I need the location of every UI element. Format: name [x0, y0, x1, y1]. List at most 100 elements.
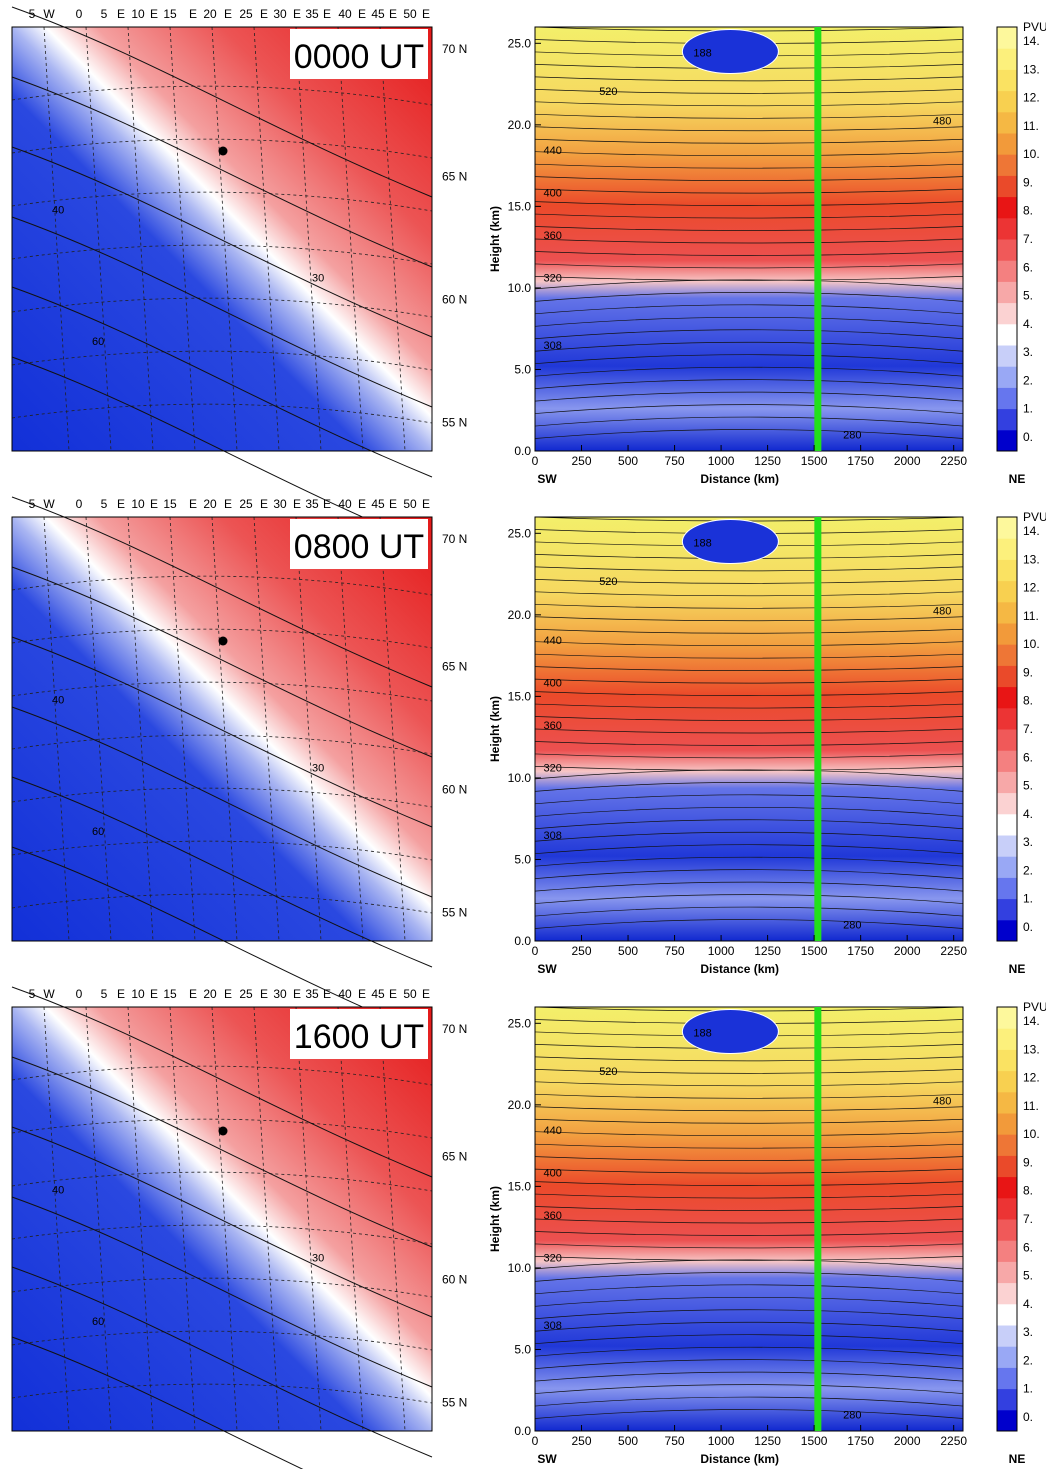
map-contour-label: 30 — [312, 272, 324, 284]
colorbar-swatch — [997, 302, 1017, 325]
longitude-gridline — [169, 516, 196, 942]
isentrope — [534, 691, 964, 696]
colorbar-frame — [996, 516, 1018, 942]
colorbar-swatch — [997, 835, 1017, 857]
longitude-label: 25 — [239, 987, 253, 1001]
colorbar-swatch — [997, 856, 1017, 878]
wind-speed-contour — [11, 1056, 433, 1248]
isentrope — [534, 404, 964, 414]
x-tick-label: 1250 — [754, 944, 781, 958]
theta-contour-label: 480 — [933, 1096, 951, 1108]
longitude-label: E — [117, 987, 125, 1001]
longitude-label: E — [150, 497, 158, 511]
longitude-label: 35 — [305, 7, 319, 21]
station-marker — [218, 636, 228, 646]
theta-contour-label: 188 — [693, 48, 711, 60]
colorbar-swatch — [997, 644, 1017, 666]
isentrope — [534, 641, 964, 647]
time-badge — [290, 519, 428, 569]
isentrope — [534, 1081, 964, 1087]
longitude-label: 50 — [403, 497, 417, 511]
longitude-label: E — [260, 497, 268, 511]
longitude-label: 20 — [203, 497, 217, 511]
isentrope — [534, 113, 964, 119]
longitude-gridline — [379, 1006, 406, 1432]
time-label: 0800 UT — [294, 528, 424, 566]
latitude-gridline — [11, 681, 433, 702]
longitude-label: E — [293, 497, 301, 511]
longitude-label: E — [189, 497, 197, 511]
isentrope — [534, 1143, 964, 1149]
isentrope — [534, 1346, 964, 1357]
y-tick-label: 10.0 — [508, 1261, 532, 1275]
colorbar-tick-label: 11. — [1023, 119, 1039, 133]
isentrope — [534, 1231, 964, 1236]
y-tick-label: 10.0 — [508, 771, 532, 785]
theta-contour-label: 440 — [544, 635, 562, 647]
y-tick-label: 5.0 — [514, 852, 531, 866]
colorbar-frame — [996, 26, 1018, 452]
theta-contour-label: 440 — [544, 145, 562, 157]
isentrope — [534, 678, 964, 684]
isentrope — [534, 666, 964, 671]
isentrope — [534, 1218, 964, 1224]
isentrope — [534, 831, 964, 842]
longitude-gridline — [295, 516, 322, 942]
map-contour-label: 30 — [312, 762, 324, 774]
colorbar-swatch — [997, 1049, 1017, 1072]
isentrope — [534, 856, 964, 867]
x-tick-label: 1250 — [754, 1434, 781, 1448]
colorbar-swatch — [997, 345, 1017, 367]
time-badge — [290, 29, 428, 79]
isentrope — [534, 1409, 964, 1419]
time-label: 1600 UT — [294, 1018, 424, 1056]
isentrope — [534, 89, 964, 94]
longitude-label: W — [43, 7, 55, 21]
longitude-gridline — [253, 26, 280, 452]
longitude-label: 45 — [371, 497, 385, 511]
colorbar-swatch — [997, 239, 1017, 261]
isentrope — [534, 1118, 964, 1124]
isentrope — [534, 76, 964, 82]
longitude-label: 10 — [131, 7, 145, 21]
colorbar-swatch — [997, 90, 1017, 113]
colorbar-swatch — [997, 387, 1017, 410]
isentrope — [534, 566, 964, 572]
colorbar-tick-label: 3. — [1023, 1325, 1033, 1339]
colorbar-tick-label: 6. — [1023, 260, 1033, 274]
isentrope — [534, 1396, 964, 1407]
colorbar-swatch — [997, 623, 1017, 645]
map-contour-label: 40 — [52, 1185, 64, 1197]
longitude-label: 25 — [239, 7, 253, 21]
longitude-gridline — [253, 516, 280, 942]
colorbar-swatch — [997, 1197, 1017, 1220]
colorbar-tick-label: 5. — [1023, 289, 1033, 303]
theta-contour-label: 280 — [843, 1409, 861, 1421]
longitude-gridline — [169, 1006, 196, 1432]
isentrope — [534, 276, 964, 281]
colorbar-swatch — [997, 1240, 1017, 1262]
x-axis-title: Distance (km) — [700, 472, 779, 486]
map-contour-label: 30 — [312, 1252, 324, 1264]
colorbar-swatch — [997, 792, 1017, 815]
x-tick-label: 0 — [532, 454, 539, 468]
latitude-label: 60 N — [442, 782, 467, 796]
isentrope — [534, 201, 964, 206]
latitude-gridline — [11, 1277, 433, 1298]
x-tick-label: 1000 — [708, 454, 735, 468]
theta-contour-label: 480 — [933, 606, 951, 618]
colorbar-swatch — [997, 429, 1017, 452]
isentrope — [534, 782, 964, 792]
theta-contour-label: 440 — [544, 1125, 562, 1137]
latitude-label: 55 N — [442, 1395, 467, 1409]
colorbar-swatch — [997, 48, 1017, 70]
isentrope — [534, 894, 964, 904]
longitude-label: 30 — [273, 497, 287, 511]
x-axis-title: Distance (km) — [700, 1452, 779, 1466]
pv-field — [535, 1007, 963, 1431]
wind-speed-contour — [11, 146, 433, 338]
longitude-label: 30 — [273, 987, 287, 1001]
isentrope — [534, 292, 964, 302]
theta-contour-label: 360 — [544, 1210, 562, 1222]
